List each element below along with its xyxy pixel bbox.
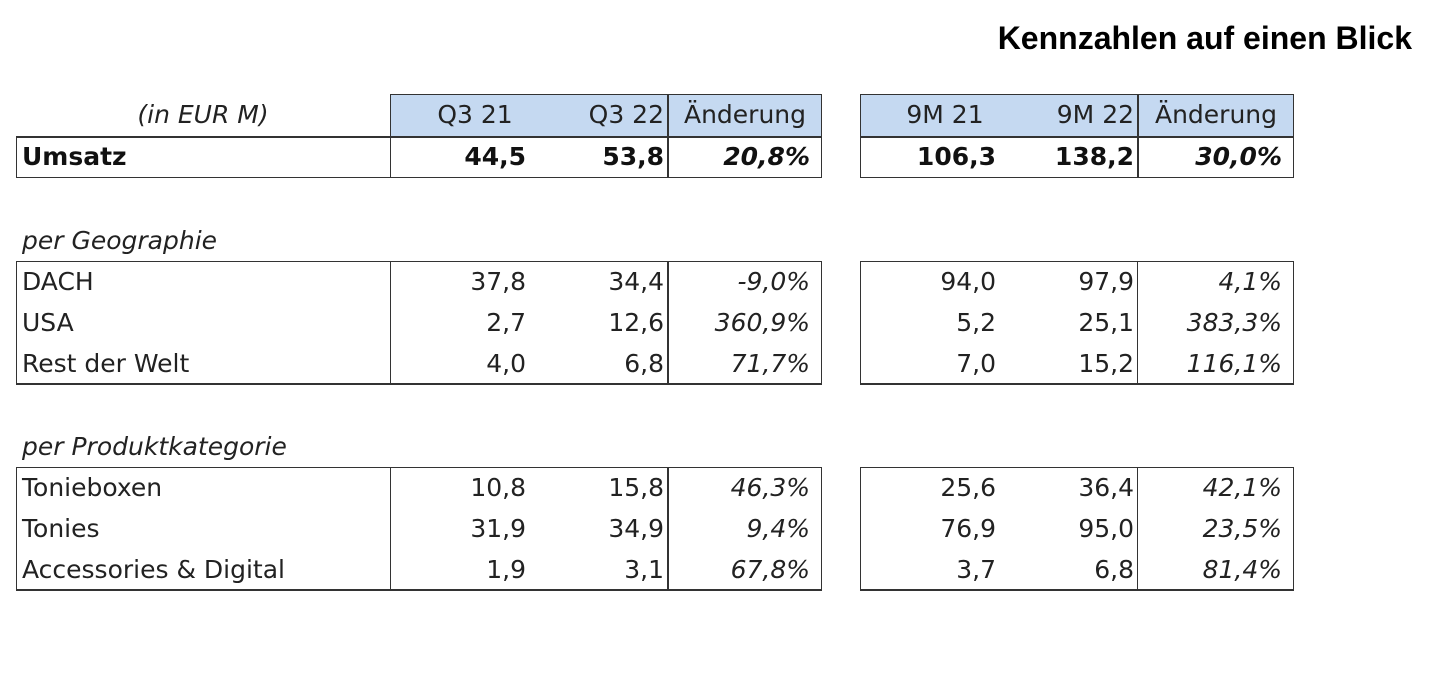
row-tonies-9m-21: 76,9: [940, 514, 996, 543]
row-dach-9m-21: 94,0: [940, 267, 996, 296]
row-accessories-q-change: 67,8%: [730, 555, 810, 584]
rule: [860, 136, 1294, 138]
rule: [821, 467, 822, 591]
rule: [1293, 94, 1294, 178]
rule: [667, 261, 669, 385]
row-umsatz-9m-change: 30,0%: [1195, 142, 1282, 171]
rule: [16, 261, 822, 262]
col-header-9m-21: 9M 21: [906, 100, 984, 129]
page-title: Kennzahlen auf einen Blick: [997, 20, 1412, 56]
rule: [821, 261, 822, 385]
rule: [16, 589, 822, 591]
col-header-q-change: Änderung: [683, 100, 807, 129]
row-usa-label: USA: [22, 308, 74, 337]
rule: [1137, 94, 1139, 178]
row-tonies-9m-change: 23,5%: [1202, 514, 1282, 543]
row-rest-label: Rest der Welt: [22, 349, 190, 378]
rule: [860, 467, 1294, 468]
row-accessories-9m-change: 81,4%: [1202, 555, 1282, 584]
rule: [16, 137, 17, 178]
row-usa-9m-change: 383,3%: [1186, 308, 1282, 337]
rule: [821, 94, 822, 178]
rule: [860, 261, 861, 385]
rule: [860, 589, 1294, 591]
row-rest-9m-22: 15,2: [1078, 349, 1134, 378]
rule: [860, 94, 861, 178]
col-header-9m-22: 9M 22: [1056, 100, 1134, 129]
rule: [1293, 261, 1294, 385]
row-accessories-label: Accessories & Digital: [22, 555, 285, 584]
row-accessories-q3-22: 3,1: [624, 555, 664, 584]
row-usa-9m-21: 5,2: [956, 308, 996, 337]
row-rest-q3-21: 4,0: [486, 349, 526, 378]
row-tonieboxen-q3-21: 10,8: [470, 473, 526, 502]
row-rest-q3-22: 6,8: [624, 349, 664, 378]
row-tonies-q3-22: 34,9: [608, 514, 664, 543]
row-tonieboxen-9m-21: 25,6: [940, 473, 996, 502]
row-dach-9m-change: 4,1%: [1218, 267, 1282, 296]
rule: [16, 177, 822, 178]
row-accessories-9m-21: 3,7: [956, 555, 996, 584]
col-header-9m-change: Änderung: [1154, 100, 1278, 129]
unit-label: (in EUR M): [137, 100, 269, 129]
row-tonies-q-change: 9,4%: [746, 514, 810, 543]
row-dach-label: DACH: [22, 267, 94, 296]
row-accessories-9m-22: 6,8: [1094, 555, 1134, 584]
header-fill-nine-months: [860, 94, 1294, 136]
rule: [390, 94, 822, 95]
row-tonies-label: Tonies: [22, 514, 100, 543]
section-heading-products: per Produktkategorie: [22, 432, 287, 461]
row-dach-9m-22: 97,9: [1078, 267, 1134, 296]
header-fill-quarter: [390, 94, 822, 136]
rule: [390, 94, 391, 178]
row-tonies-q3-21: 31,9: [470, 514, 526, 543]
rule: [1137, 261, 1138, 385]
rule: [860, 261, 1294, 262]
row-tonies-9m-22: 95,0: [1078, 514, 1134, 543]
rule: [860, 94, 1294, 95]
rule: [16, 383, 822, 385]
row-dach-q-change: -9,0%: [737, 267, 810, 296]
rule: [1293, 467, 1294, 591]
rule: [16, 136, 822, 138]
row-rest-9m-21: 7,0: [956, 349, 996, 378]
rule: [860, 467, 861, 591]
rule: [667, 94, 669, 178]
rule: [860, 177, 1294, 178]
rule: [1137, 467, 1138, 591]
row-dach-q3-22: 34,4: [608, 267, 664, 296]
row-usa-q-change: 360,9%: [714, 308, 810, 337]
col-header-q3-21: Q3 21: [437, 100, 513, 129]
section-heading-geography: per Geographie: [22, 226, 218, 255]
row-tonieboxen-q3-22: 15,8: [608, 473, 664, 502]
row-umsatz-label: Umsatz: [22, 142, 127, 171]
rule: [667, 467, 669, 591]
row-accessories-q3-21: 1,9: [486, 555, 526, 584]
row-tonieboxen-q-change: 46,3%: [730, 473, 810, 502]
rule: [16, 467, 822, 468]
row-umsatz-q3-22: 53,8: [602, 142, 664, 171]
row-rest-9m-change: 116,1%: [1186, 349, 1282, 378]
row-usa-q3-22: 12,6: [608, 308, 664, 337]
row-tonieboxen-label: Tonieboxen: [22, 473, 163, 502]
row-rest-q-change: 71,7%: [730, 349, 810, 378]
row-tonieboxen-9m-change: 42,1%: [1202, 473, 1282, 502]
col-header-q3-22: Q3 22: [588, 100, 664, 129]
rule: [860, 383, 1294, 385]
row-umsatz-q3-21: 44,5: [464, 142, 526, 171]
row-umsatz-9m-22: 138,2: [1054, 142, 1134, 171]
rule: [16, 261, 17, 385]
rule: [390, 261, 391, 385]
row-umsatz-9m-21: 106,3: [916, 142, 996, 171]
rule: [390, 467, 391, 591]
row-dach-q3-21: 37,8: [470, 267, 526, 296]
row-usa-9m-22: 25,1: [1078, 308, 1134, 337]
row-usa-q3-21: 2,7: [486, 308, 526, 337]
row-umsatz-q-change: 20,8%: [723, 142, 810, 171]
rule: [16, 467, 17, 591]
row-tonieboxen-9m-22: 36,4: [1078, 473, 1134, 502]
